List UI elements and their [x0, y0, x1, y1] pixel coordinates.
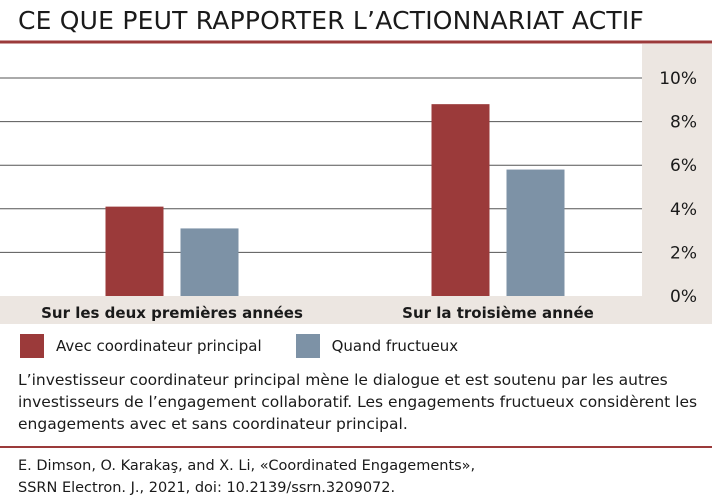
bar-series-2-first-years — [180, 228, 239, 296]
x-axis-categories: Sur les deux premières années Sur la troi… — [41, 304, 594, 322]
y-tick-label: 4% — [670, 200, 697, 220]
separator-rule — [0, 446, 712, 448]
y-axis-ticks: 0% 2% 4% 6% 8% 10% — [659, 69, 697, 307]
y-axis-panel — [642, 44, 712, 296]
source-citation: E. Dimson, O. Karakaş, and X. Li, «Coord… — [18, 455, 698, 499]
legend-label-series-1: Avec coordinateur principal — [56, 337, 262, 355]
category-band — [0, 296, 712, 324]
y-tick-label: 6% — [670, 156, 697, 176]
bar-series-1-first-years — [105, 206, 164, 296]
y-tick-label: 10% — [659, 69, 697, 89]
legend-swatch-series-2 — [295, 334, 320, 358]
bars — [105, 104, 565, 296]
legend-swatch-series-1 — [20, 334, 44, 358]
bar-series-2-third-year — [506, 169, 565, 296]
source-line-1: E. Dimson, O. Karakaş, and X. Li, «Coord… — [18, 458, 476, 474]
y-tick-label: 2% — [670, 243, 697, 263]
bar-chart: 0% 2% 4% 6% 8% 10% Sur les deux premières ann… — [0, 40, 712, 324]
legend-item: Quand fructueux — [295, 334, 459, 358]
y-tick-label: 8% — [670, 113, 697, 133]
y-tick-label: 0% — [670, 287, 697, 307]
legend-label-series-2: Quand fructueux — [331, 337, 459, 355]
chart-note: L’investisseur coordinateur principal mè… — [18, 371, 698, 433]
source-line-2: SSRN Electron. J., 2021, doi: 10.2139/ss… — [18, 480, 396, 496]
bar-series-1-third-year — [431, 104, 490, 296]
legend: Avec coordinateur principal Quand fructu… — [20, 331, 492, 361]
category-label: Sur les deux premières années — [41, 304, 303, 322]
legend-item: Avec coordinateur principal — [20, 334, 262, 358]
category-label: Sur la troisième année — [402, 304, 594, 322]
chart-title: CE QUE PEUT RAPPORTER L’ACTIONNARIAT ACT… — [18, 6, 645, 35]
